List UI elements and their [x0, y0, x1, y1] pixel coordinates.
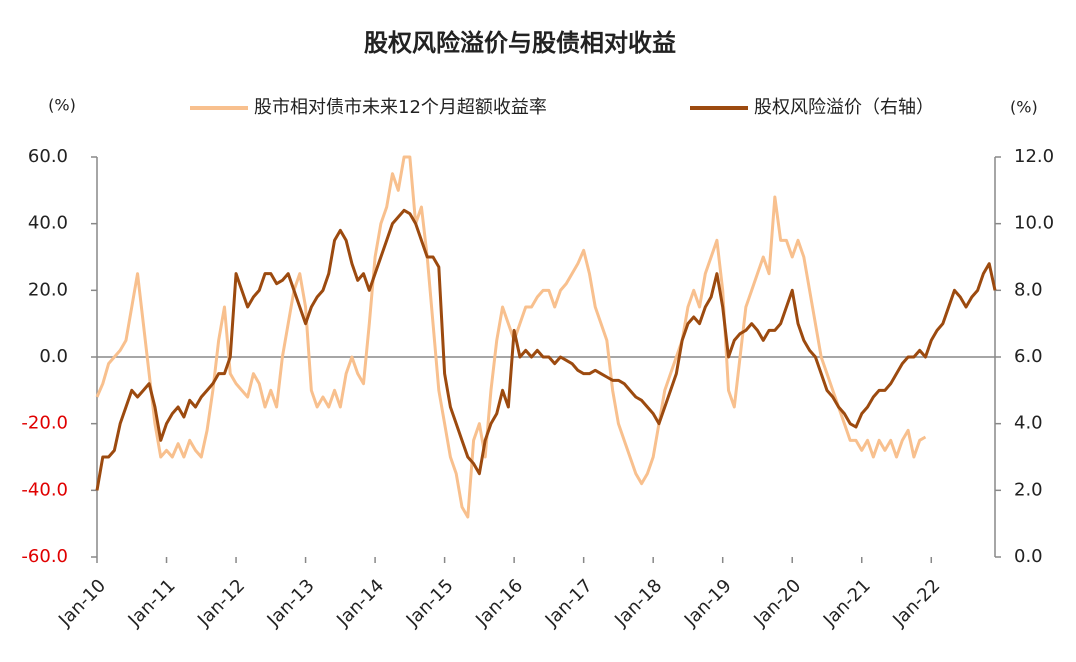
y2-tick-label: 0.0 — [1014, 546, 1043, 567]
y-tick-label: 60.0 — [28, 146, 68, 167]
x-tick-label: Jan-10 — [54, 575, 110, 631]
x-tick-label: Jan-18 — [610, 575, 666, 631]
y2-tick-label: 4.0 — [1014, 413, 1043, 434]
y2-tick-label: 10.0 — [1014, 213, 1054, 234]
x-tick-label: Jan-13 — [263, 575, 319, 631]
y-tick-label: -40.0 — [21, 479, 68, 500]
y2-tick-label: 2.0 — [1014, 479, 1043, 500]
y2-tick-label: 12.0 — [1014, 146, 1054, 167]
x-tick-label: Jan-14 — [332, 575, 388, 631]
series-line — [95, 155, 927, 519]
legend-label: 股权风险溢价（右轴） — [754, 97, 934, 118]
y-tick-label: -20.0 — [21, 413, 68, 434]
y2-axis-label: (%) — [1010, 98, 1038, 117]
y-axis-label: (%) — [48, 96, 76, 115]
x-tick-label: Jan-12 — [193, 575, 249, 631]
y-tick-label: 0.0 — [39, 346, 68, 367]
x-tick-label: Jan-15 — [402, 575, 458, 631]
y2-tick-label: 8.0 — [1014, 279, 1043, 300]
chart-title: 股权风险溢价与股债相对收益 — [364, 29, 676, 57]
x-tick-label: Jan-21 — [819, 575, 875, 631]
y-tick-label: 20.0 — [28, 279, 68, 300]
x-tick-label: Jan-19 — [680, 575, 736, 631]
x-tick-label: Jan-16 — [471, 575, 527, 631]
y2-tick-label: 6.0 — [1014, 346, 1043, 367]
series-line — [95, 208, 997, 491]
y-tick-label: -60.0 — [21, 546, 68, 567]
x-tick-label: Jan-11 — [124, 575, 180, 631]
x-tick-label: Jan-22 — [888, 575, 944, 631]
legend-label: 股市相对债市未来12个月超额收益率 — [254, 97, 547, 118]
y-tick-label: 40.0 — [28, 213, 68, 234]
x-tick-label: Jan-20 — [749, 575, 805, 631]
x-tick-label: Jan-17 — [541, 575, 597, 631]
